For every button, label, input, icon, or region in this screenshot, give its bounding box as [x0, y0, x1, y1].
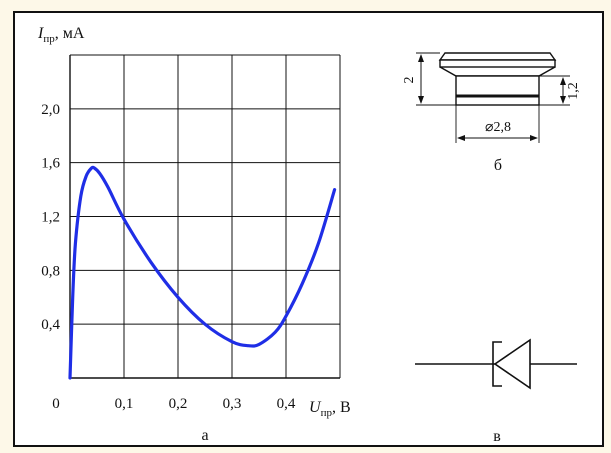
x-tick-label: 0,3 [223, 396, 242, 412]
caption-panel-a: а [201, 427, 208, 444]
dim-label-diameter: ⌀2,8 [485, 120, 511, 135]
x-tick-label: 0,4 [277, 396, 296, 412]
diode-package-drawing: 2 1,2 ⌀2,8 б [402, 52, 581, 174]
chart-grid [70, 54, 341, 378]
y-tick-label: 1,6 [41, 156, 60, 172]
dim-label-body-height: 1,2 [566, 82, 581, 100]
symbol-cathode-bar [492, 341, 502, 387]
y-tick-label: 1,2 [41, 210, 60, 226]
package-body [455, 75, 540, 106]
caption-panel-b: б [494, 157, 502, 174]
x-tick-label: 0,1 [115, 396, 134, 412]
package-cap-top [438, 52, 557, 61]
package-flange [439, 59, 556, 68]
x-tick-label: 0,2 [169, 396, 188, 412]
tunnel-diode-symbol: в [415, 338, 577, 445]
caption-panel-v: в [493, 428, 501, 445]
dim-label-height: 2 [402, 77, 417, 84]
y-axis-title: Iпр, мА [37, 25, 85, 45]
y-tick-label: 0,8 [41, 263, 60, 279]
x-axis-title: Uпр, В [309, 399, 351, 419]
y-tick-label: 0,4 [41, 317, 60, 333]
y-tick-label: 2,0 [41, 102, 60, 118]
x-tick-labels: 0 0,1 0,2 0,3 0,4 [52, 396, 296, 412]
y-tick-labels: 0,4 0,8 1,2 1,6 2,0 [41, 102, 60, 333]
x-tick-label: 0 [52, 396, 60, 412]
series-line-iv-curve [68, 165, 337, 380]
dim-arrows-body-height [560, 77, 566, 104]
iv-chart: 0,4 0,8 1,2 1,6 2,0 0 0,1 0,2 0,3 0,4 Iпр, мА Uп… [37, 25, 351, 444]
symbol-triangle [493, 338, 531, 390]
